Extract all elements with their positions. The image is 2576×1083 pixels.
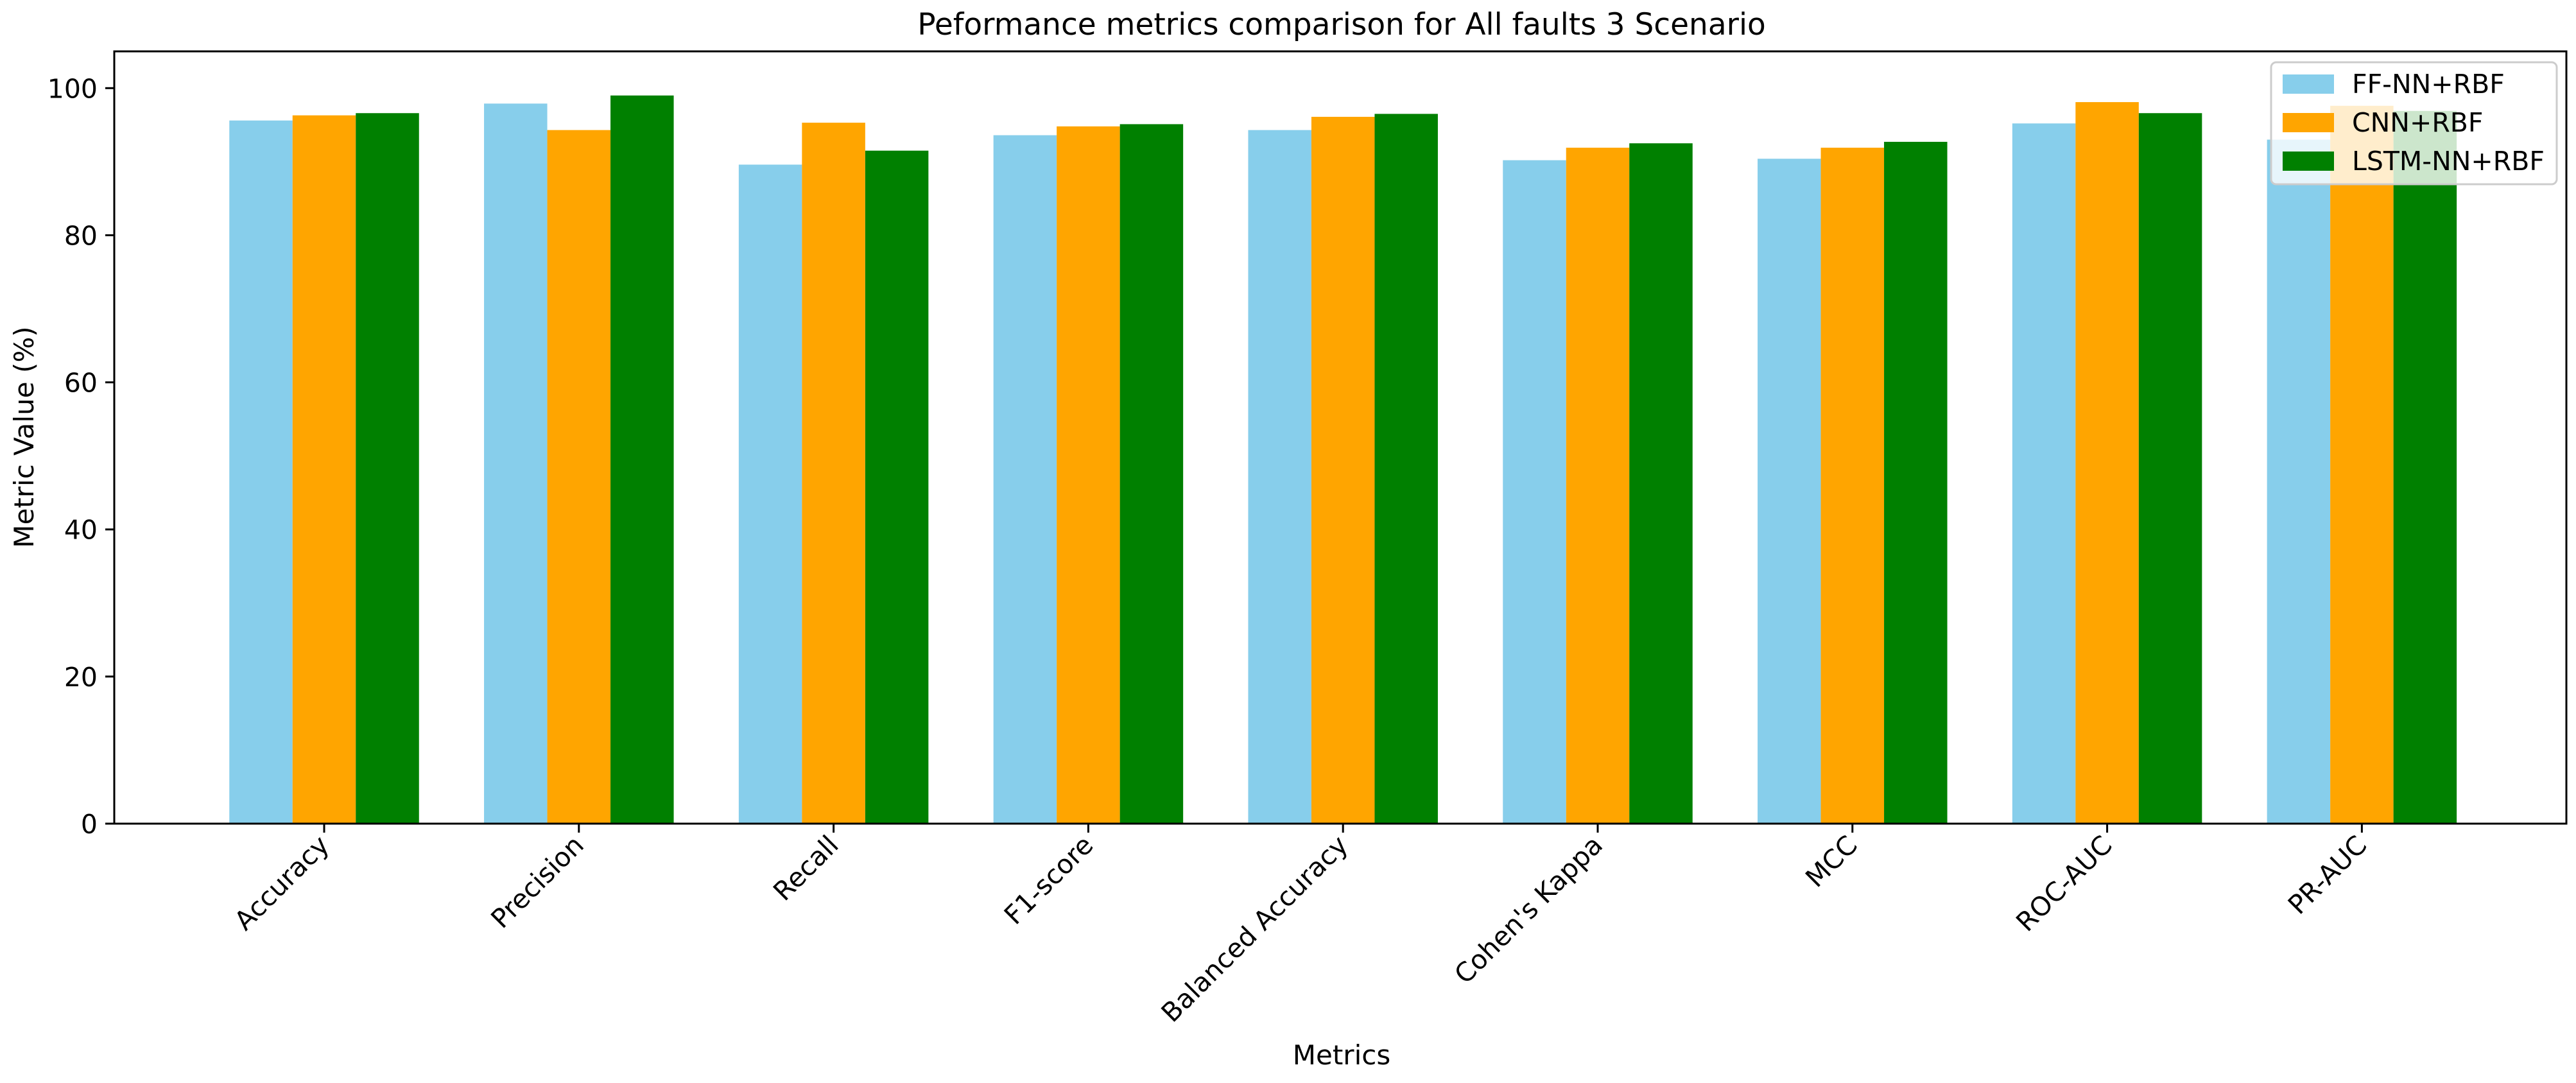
bar [1057, 126, 1120, 824]
y-axis-label: Metric Value (%) [8, 326, 40, 548]
bar [1820, 148, 1885, 824]
bar [2138, 113, 2202, 824]
y-tick-label: 80 [64, 220, 98, 251]
bar [547, 130, 611, 824]
bar [610, 95, 674, 824]
bar [1248, 130, 1311, 824]
bar [1374, 114, 1438, 824]
y-axis: 0 20 40 60 80 100 [48, 73, 114, 840]
y-tick-label: 100 [48, 73, 98, 104]
chart-title: Peformance metrics comparison for All fa… [917, 7, 1766, 42]
legend-box [2270, 61, 2558, 186]
legend-swatch [2283, 152, 2334, 171]
y-tick-label: 0 [81, 809, 98, 840]
bar [356, 113, 419, 824]
bar [229, 120, 293, 824]
bar [1884, 141, 1948, 824]
y-tick-label: 40 [64, 515, 98, 546]
x-axis-label: Metrics [1293, 1039, 1390, 1071]
bar [2330, 105, 2394, 824]
bar [1119, 124, 1184, 824]
bar [1503, 160, 1566, 824]
bar [292, 115, 356, 824]
legend: FF-NN+RBF CNN+RBF LSTM-NN+RBF [2270, 61, 2558, 186]
y-tick-label: 20 [64, 662, 98, 693]
bar [1758, 159, 1821, 824]
legend-swatch [2283, 113, 2334, 132]
bar [1566, 148, 1630, 824]
bar [865, 150, 929, 824]
legend-swatch [2283, 74, 2334, 94]
bar [2267, 139, 2331, 824]
bar [738, 164, 802, 824]
bar [484, 103, 548, 824]
bar [2075, 102, 2139, 824]
legend-label: LSTM-NN+RBF [2352, 146, 2545, 177]
bar [802, 123, 865, 824]
bar [1311, 116, 1375, 824]
legend-label: CNN+RBF [2352, 107, 2484, 138]
y-tick-label: 60 [64, 368, 98, 399]
plot-frame [113, 50, 2568, 825]
bars-group [229, 95, 2457, 824]
bar [993, 135, 1057, 824]
bar [1629, 143, 1693, 824]
legend-label: FF-NN+RBF [2352, 69, 2505, 100]
bar [2393, 110, 2457, 824]
bar [2012, 123, 2076, 824]
